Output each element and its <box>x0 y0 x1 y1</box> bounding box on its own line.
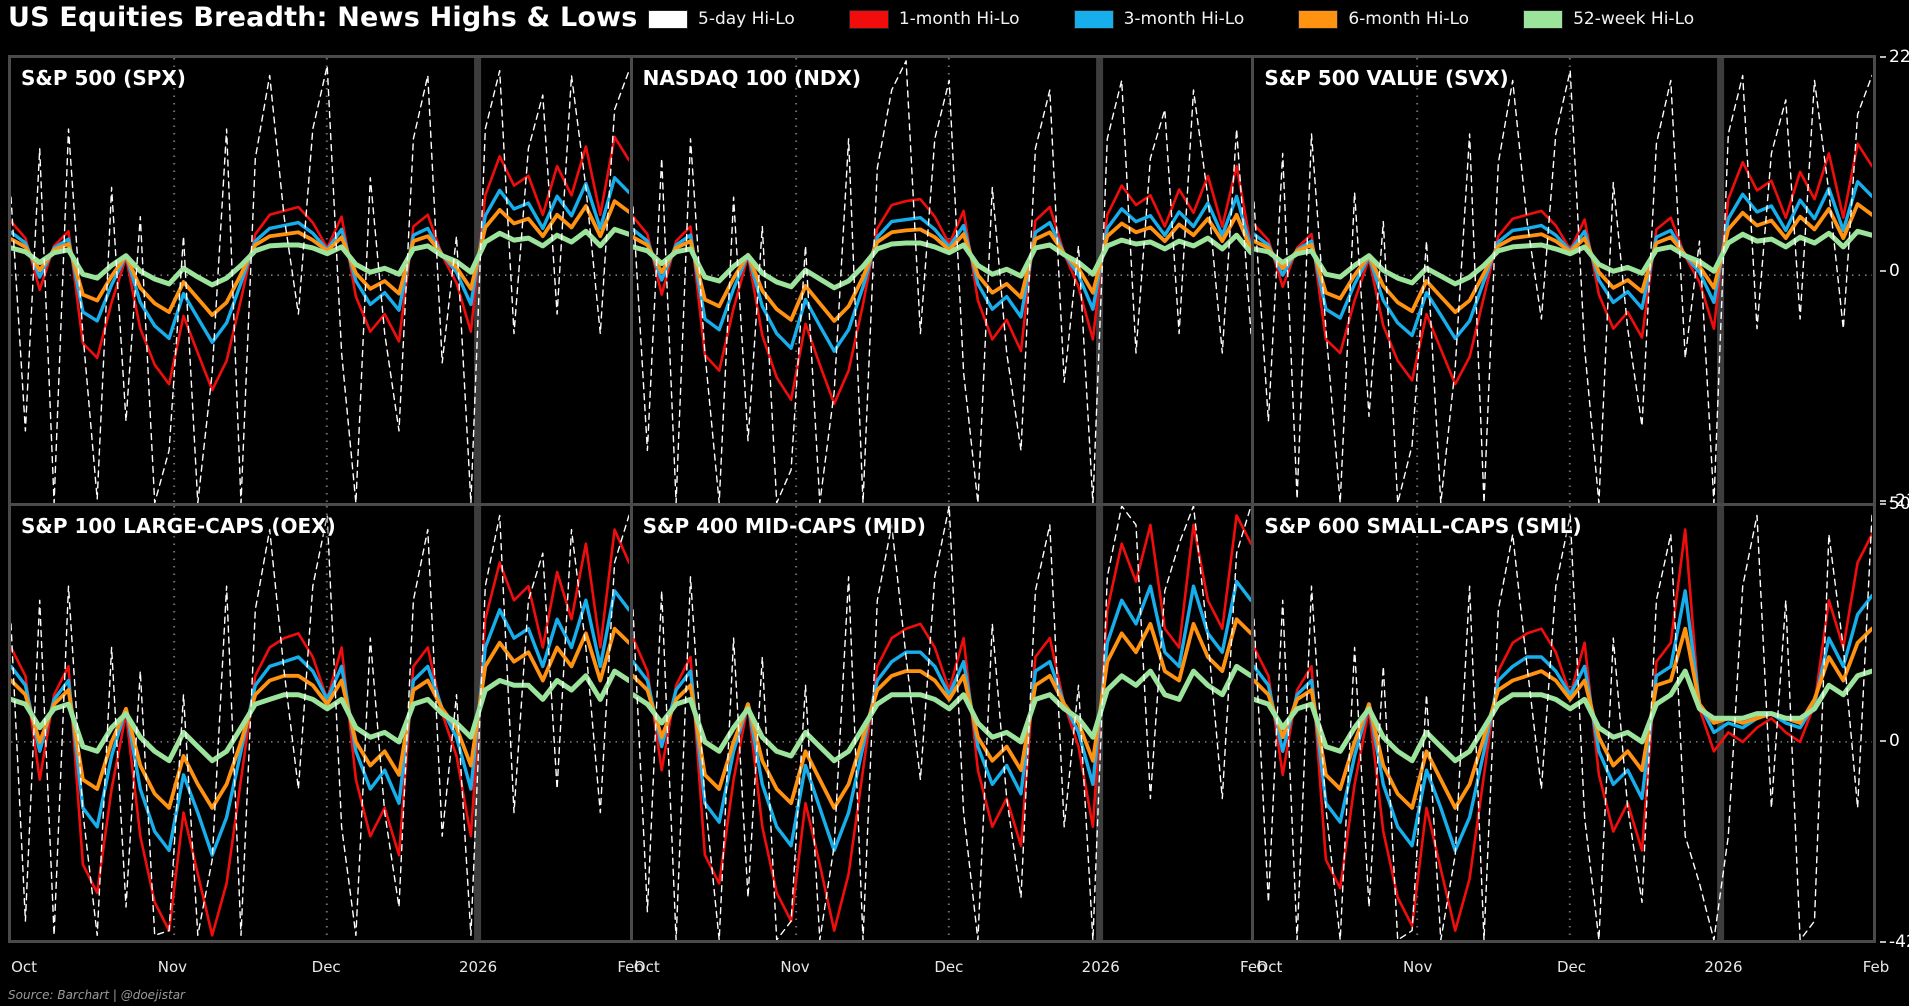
series-5-day-hi-lo <box>11 514 629 936</box>
legend-swatch-6-month-hi-lo <box>1298 9 1339 29</box>
panel-title-sml: S&P 600 SMALL-CAPS (SML) <box>1264 514 1582 538</box>
month-label-feb: Feb <box>1862 958 1890 976</box>
legend-item-1-month-hi-lo: 1-month Hi-Lo <box>848 9 1020 29</box>
months-column-3: Oct Nov Dec 2026 Feb <box>1253 958 1889 980</box>
x-axis-month-labels: Oct Nov Dec 2026 Feb Oct Nov Dec 2026 Feb Oct Nov De… <box>8 958 1889 980</box>
legend-label: 5-day Hi-Lo <box>698 9 795 29</box>
months-column-2: Oct Nov Dec 2026 Feb <box>631 958 1267 980</box>
month-label-oct: Oct <box>1256 958 1283 976</box>
ylabel-bottom-zero: 0 <box>1880 731 1900 751</box>
chart-panel-oex: S&P 100 LARGE-CAPS (OEX) <box>11 506 630 940</box>
series-52-week-hi-lo <box>1254 668 1873 764</box>
series-52-week-hi-lo <box>632 232 1251 291</box>
series-3-month-hi-lo <box>632 579 1251 853</box>
month-label-nov: Nov <box>157 958 188 976</box>
ylabel-top-max: 220 <box>1880 47 1909 67</box>
legend-label: 3-month Hi-Lo <box>1123 9 1245 29</box>
series-6-month-hi-lo <box>11 626 629 810</box>
legend-swatch-3-month-hi-lo <box>1073 9 1114 29</box>
series-3-month-hi-lo <box>632 194 1251 353</box>
chart-grid: S&P 500 (SPX) NASDAQ 100 (NDX) S&P 500 VAL… <box>8 55 1876 943</box>
chart-canvas-svx <box>1254 58 1873 503</box>
panel-title-svx: S&P 500 VALUE (SVX) <box>1264 66 1509 90</box>
series-52-week-hi-lo <box>1254 228 1873 287</box>
series-6-month-hi-lo <box>11 199 629 318</box>
series-52-week-hi-lo <box>632 663 1251 764</box>
chart-panel-spx: S&P 500 (SPX) <box>11 58 630 503</box>
legend-label: 6-month Hi-Lo <box>1348 9 1470 29</box>
month-label-nov: Nov <box>1403 958 1433 976</box>
month-label-nov: Nov <box>780 958 810 976</box>
chart-canvas-sml <box>1254 506 1873 940</box>
month-label-2026: 2026 <box>1081 958 1120 976</box>
legend-item-3-month-hi-lo: 3-month Hi-Lo <box>1073 9 1245 29</box>
series-6-month-hi-lo <box>632 617 1251 810</box>
panel-title-oex: S&P 100 LARGE-CAPS (OEX) <box>21 514 336 538</box>
source-credit: Source: Barchart | @doejistar <box>8 988 185 1002</box>
legend-item-5-day-hi-lo: 5-day Hi-Lo <box>648 9 795 29</box>
panel-title-ndx: NASDAQ 100 (NDX) <box>642 66 862 90</box>
series-1-month-hi-lo <box>11 528 629 937</box>
panel-title-mid: S&P 400 MID-CAPS (MID) <box>642 514 926 538</box>
series-52-week-hi-lo <box>11 226 629 288</box>
series-1-month-hi-lo <box>632 164 1251 406</box>
month-label-dec: Dec <box>934 958 964 976</box>
legend-item-52-week-hi-lo: 52-week Hi-Lo <box>1523 9 1694 29</box>
series-1-month-hi-lo <box>1254 528 1873 932</box>
series-6-month-hi-lo <box>632 212 1251 323</box>
month-label-feb: Feb <box>1240 958 1267 976</box>
series-5-day-hi-lo <box>1254 514 1873 940</box>
legend-item-6-month-hi-lo: 6-month Hi-Lo <box>1298 9 1469 29</box>
month-label-dec: Dec <box>311 958 341 976</box>
legend: 5-day Hi-Lo 1-month Hi-Lo 3-month Hi-Lo 6-m… <box>648 9 1694 29</box>
series-5-day-hi-lo <box>11 65 629 503</box>
month-label-oct: Oct <box>633 958 660 976</box>
ylabel-bottom-min: -42 <box>1880 932 1909 952</box>
month-label-2026: 2026 <box>459 958 498 976</box>
legend-label: 52-week Hi-Lo <box>1573 9 1695 29</box>
chart-panel-sml: S&P 600 SMALL-CAPS (SML) <box>1254 506 1873 940</box>
panel-title-spx: S&P 500 (SPX) <box>21 66 186 90</box>
series-3-month-hi-lo <box>1254 179 1873 341</box>
legend-swatch-1-month-hi-lo <box>848 9 889 29</box>
month-label-feb: Feb <box>617 958 644 976</box>
ylabel-bottom-max: 50 <box>1880 494 1909 514</box>
series-6-month-hi-lo <box>1254 202 1873 315</box>
ylabel-top-zero: 0 <box>1880 261 1900 281</box>
series-1-month-hi-lo <box>1254 142 1873 386</box>
chart-panel-ndx: NASDAQ 100 (NDX) <box>632 58 1252 503</box>
chart-canvas-ndx <box>632 58 1251 503</box>
series-52-week-hi-lo <box>11 668 629 764</box>
chart-panel-svx: S&P 500 VALUE (SVX) <box>1254 58 1873 503</box>
month-label-dec: Dec <box>1556 958 1586 976</box>
chart-panel-mid: S&P 400 MID-CAPS (MID) <box>632 506 1252 940</box>
month-label-oct: Oct <box>11 958 38 976</box>
legend-swatch-52-week-hi-lo <box>1523 9 1564 29</box>
months-column-1: Oct Nov Dec 2026 Feb <box>8 958 644 980</box>
chart-canvas-mid <box>632 506 1251 940</box>
series-1-month-hi-lo <box>632 514 1251 932</box>
month-label-2026: 2026 <box>1704 958 1743 976</box>
page-title: US Equities Breadth: News Highs & Lows <box>8 2 638 33</box>
chart-canvas-spx <box>11 58 629 503</box>
legend-label: 1-month Hi-Lo <box>898 9 1020 29</box>
legend-swatch-5-day-hi-lo <box>648 9 688 29</box>
series-5-day-hi-lo <box>1254 69 1873 503</box>
series-5-day-hi-lo <box>632 506 1251 940</box>
chart-canvas-oex <box>11 506 629 940</box>
series-5-day-hi-lo <box>632 60 1251 503</box>
series-3-month-hi-lo <box>11 176 629 344</box>
